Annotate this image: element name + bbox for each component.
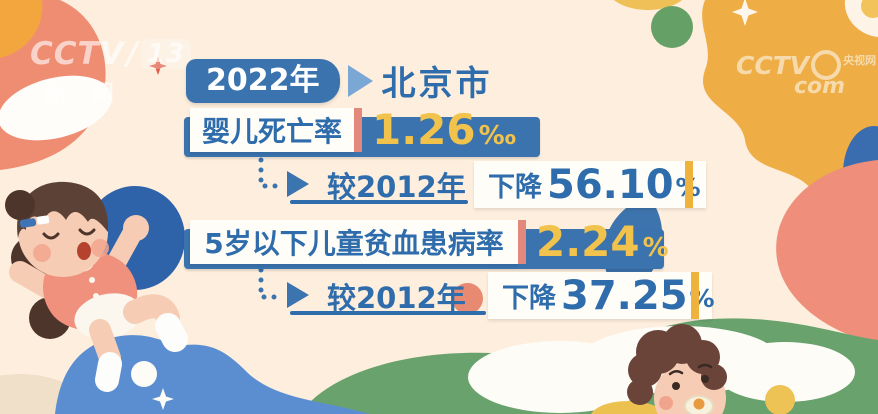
- watermark-suffix: com: [794, 74, 846, 99]
- change-direction: 下降: [502, 283, 556, 314]
- baby-girl-illustration: [5, 181, 188, 392]
- stat-value-number: 1.26: [372, 105, 476, 154]
- coral-dot: [452, 283, 483, 314]
- yellow-accent-bar: [691, 272, 699, 319]
- corner-blob-bottom-left: [0, 374, 95, 414]
- yellow-blob-top: [613, 0, 683, 10]
- blue-blob-behind-girl: [85, 186, 185, 290]
- salmon-blob-right: [776, 160, 878, 341]
- change-box: 下降 56.10 %: [474, 161, 706, 208]
- stat-value: 2.24 %: [536, 218, 669, 266]
- blue-blob-right: [843, 126, 878, 220]
- change-value: 37.25: [561, 272, 688, 319]
- change-value: 56.10: [547, 161, 674, 208]
- coral-accent-bar: [354, 108, 362, 152]
- watermark-sub: 央视网: [843, 54, 877, 67]
- connector-dotted-line: [258, 157, 286, 189]
- stat-label-box: 5岁以下儿童贫血患病率: [190, 220, 518, 264]
- sparkle-icon: [732, 0, 758, 26]
- cctv13-number: 13: [140, 39, 192, 69]
- green-dot: [651, 6, 693, 48]
- cctv13-channel: CCTV: [30, 36, 125, 72]
- connector-dotted-line: [258, 267, 286, 300]
- comparison-arrow-icon: [287, 171, 309, 197]
- coral-accent-bar: [518, 220, 526, 264]
- stat-value-number: 2.24: [536, 217, 640, 266]
- stat-label: 5岁以下儿童贫血患病率: [204, 227, 504, 260]
- stat-value: 1.26 ‰: [372, 106, 516, 154]
- cctv13-subtitle: 新闻: [44, 81, 138, 107]
- sparkle-icon: [152, 388, 174, 410]
- baseline-underline: [290, 311, 486, 315]
- yellow-accent-bar: [685, 161, 693, 208]
- blue-wave: [55, 335, 370, 414]
- stat-value-unit: ‰: [478, 121, 517, 151]
- baseline-underline: [290, 200, 468, 204]
- baseline-label: 较2012年: [327, 170, 466, 204]
- green-hill: [300, 318, 878, 414]
- cctv13-logo: CCTV / 13 新闻: [30, 36, 192, 108]
- triangle-arrow-icon: [347, 64, 373, 97]
- stat-label-box: 婴儿死亡率: [190, 108, 354, 152]
- cctv-watermark: CCTV 央视网 com: [736, 50, 876, 99]
- change-direction: 下降: [488, 172, 542, 203]
- baseline-label: 较2012年: [327, 281, 466, 315]
- baby-boy-illustration: [591, 324, 795, 414]
- change-box: 下降 37.25 %: [488, 272, 715, 319]
- stat-label: 婴儿死亡率: [201, 115, 342, 148]
- yellow-dot: [765, 385, 795, 414]
- corner-blob-top-right: [702, 0, 878, 212]
- year-badge: 2022年: [186, 58, 340, 103]
- title-row: 2022年 北京市: [186, 56, 493, 105]
- stat-value-unit: %: [642, 233, 669, 263]
- comparison-arrow-icon: [287, 282, 309, 308]
- region-label: 北京市: [381, 64, 493, 104]
- white-cloud: [468, 326, 855, 413]
- cctv13-slash: /: [126, 36, 139, 72]
